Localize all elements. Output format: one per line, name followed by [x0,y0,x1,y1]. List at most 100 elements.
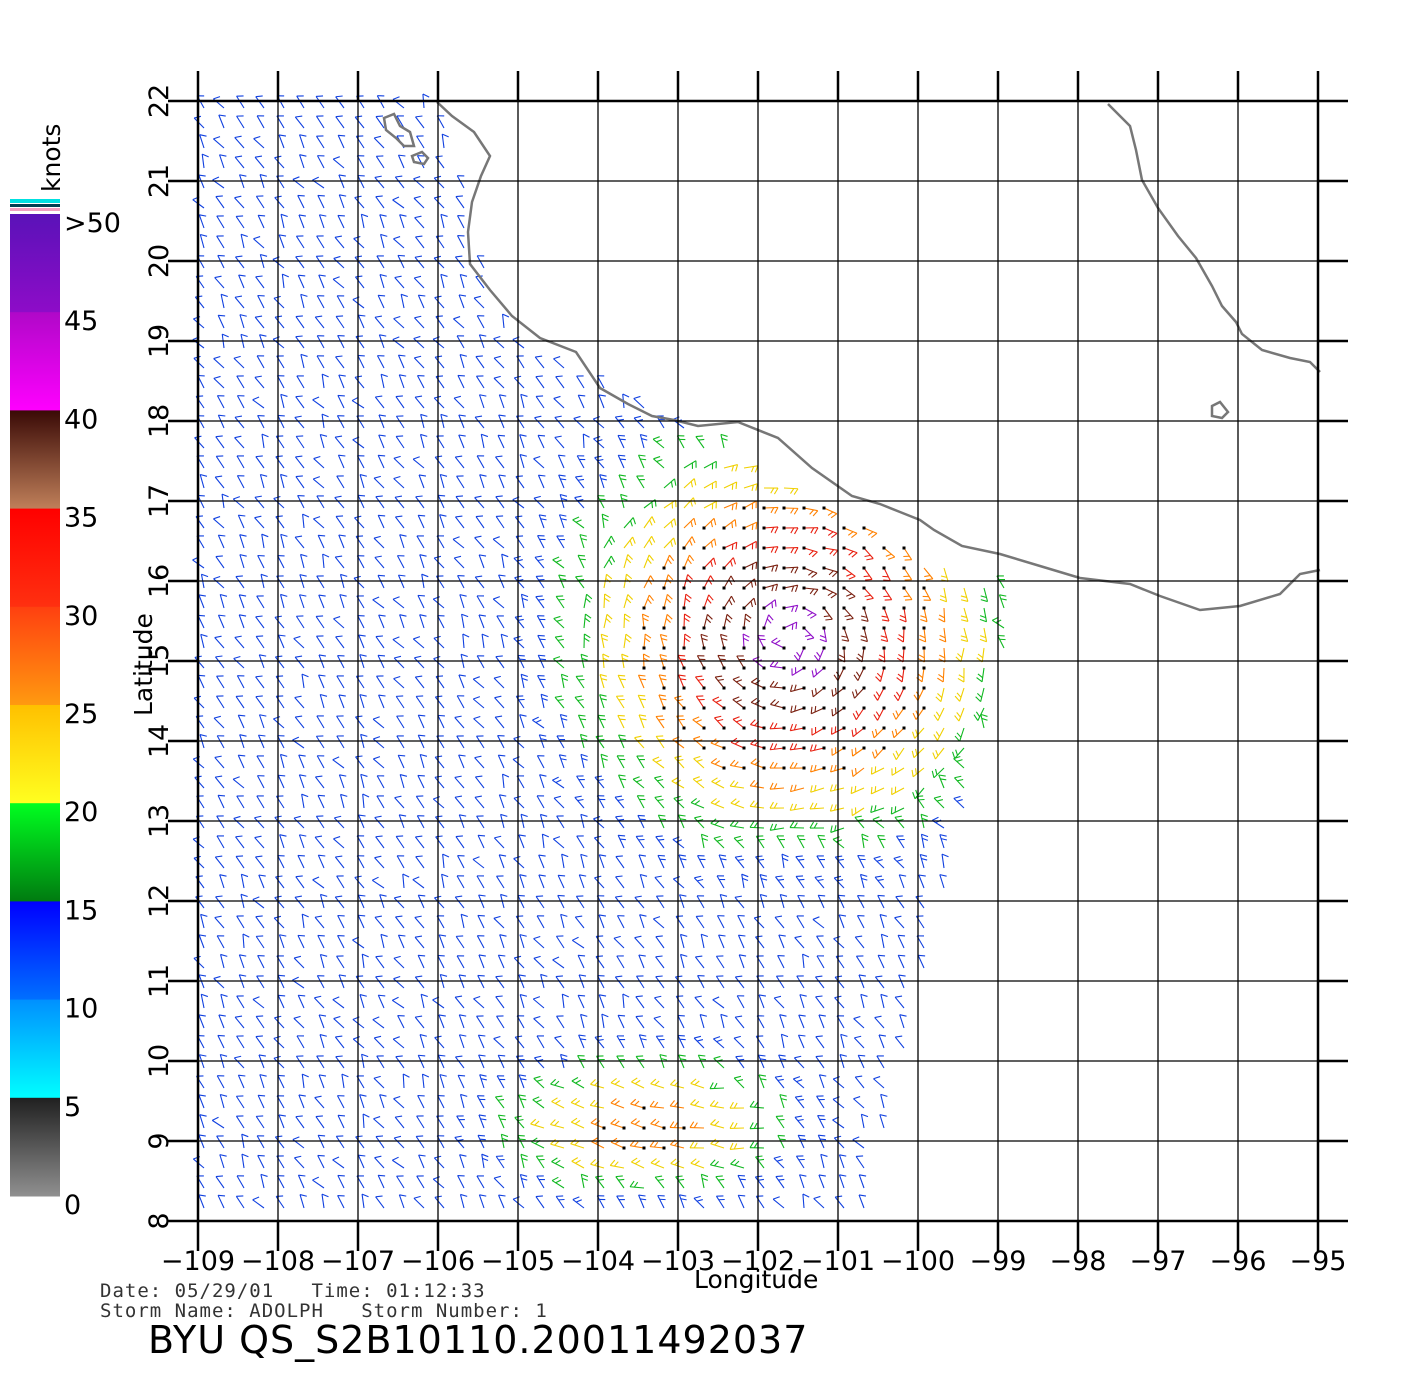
wind-barb [416,1115,425,1129]
wind-barb [631,1077,645,1089]
wind-barb [500,633,508,649]
wind-barb [802,626,815,641]
wind-barb [416,135,425,149]
wind-barb [795,875,805,889]
wind-barb [316,155,325,169]
wind-barb [199,1114,207,1129]
wind-barb [235,835,245,849]
wind-barb [570,1097,585,1109]
wind-barb [235,575,245,589]
wind-barb [433,655,445,669]
wind-barb [657,1194,666,1209]
wind-barb [275,455,285,469]
wind-barb [689,1121,705,1129]
wind-barb [235,255,245,269]
wind-barb [455,195,465,209]
wind-barb [769,801,785,809]
wind-barb [213,576,225,589]
wind-barb [479,1074,487,1089]
wind-barb [750,738,766,750]
wind-barb [217,314,226,329]
colorbar-label: 35 [64,503,98,534]
wind-barb [462,633,470,649]
wind-barb [873,855,885,869]
wind-barb [414,1015,425,1029]
wind-barb [314,1095,325,1109]
wind-barb [236,915,245,929]
wind-barb [616,1055,625,1069]
wind-barb [790,705,806,714]
wind-barb [392,336,405,349]
wind-barb [362,1113,370,1129]
colorbar-label: 40 [64,404,98,435]
wind-barb [433,195,445,209]
wind-barb [318,674,326,689]
wind-barb [556,1015,565,1029]
wind-barb [497,754,506,769]
wind-barb [340,793,348,809]
wind-barb [862,526,878,539]
wind-barb [589,1099,605,1109]
wind-barb [378,614,386,629]
wind-barb [392,1036,405,1049]
wind-barb [399,614,407,629]
wind-barb [380,233,388,249]
wind-barb [316,975,325,989]
wind-barb [614,975,625,989]
wind-barb [353,235,365,249]
wind-barb [256,755,265,769]
wind-barb [778,934,786,949]
colorbar-band [10,508,60,608]
wind-barb [474,495,485,509]
wind-barb [336,1095,345,1109]
wind-barb [538,854,546,869]
wind-barb [456,335,465,349]
wind-barb [233,815,245,829]
wind-barb [478,614,486,629]
wind-barb [769,761,786,770]
wind-barb [455,935,465,949]
wind-barb [636,475,645,489]
wind-barb [954,727,965,742]
wind-barb [215,655,225,669]
wind-barb [616,755,626,769]
wind-barb [455,1055,465,1069]
wind-barb [355,1135,365,1149]
wind-barb [337,394,345,409]
wind-barb [593,816,605,829]
wind-barb [313,995,325,1009]
wind-barb [733,1075,745,1089]
wind-barb [623,554,634,569]
wind-barb [719,633,728,650]
wind-barb [374,175,385,189]
wind-barb [732,696,746,710]
wind-barb [550,1119,565,1129]
wind-barb [997,634,1006,649]
wind-barb [457,1074,466,1089]
wind-barb [860,626,868,643]
wind-barb [632,776,645,789]
wind-barb [793,1055,805,1069]
wind-barb [931,767,945,779]
wind-barb [572,516,585,529]
wind-barb [633,415,645,429]
wind-barb [617,434,626,449]
wind-barb [280,213,288,229]
wind-barb [615,875,625,889]
wind-barb [474,415,485,429]
wind-barb [536,755,545,769]
wind-barb [553,356,565,369]
wind-barb [376,675,385,689]
wind-barb [453,316,465,329]
wind-barb [639,873,648,889]
wind-barb [594,775,605,789]
wind-barb [834,995,845,1009]
wind-barb [535,395,545,409]
wind-barb [395,835,405,849]
wind-barb [459,1093,468,1109]
wind-barb [580,753,588,769]
wind-barb [212,176,225,189]
wind-barb [357,1154,366,1169]
wind-barb [715,975,725,989]
wind-barb [295,315,305,329]
